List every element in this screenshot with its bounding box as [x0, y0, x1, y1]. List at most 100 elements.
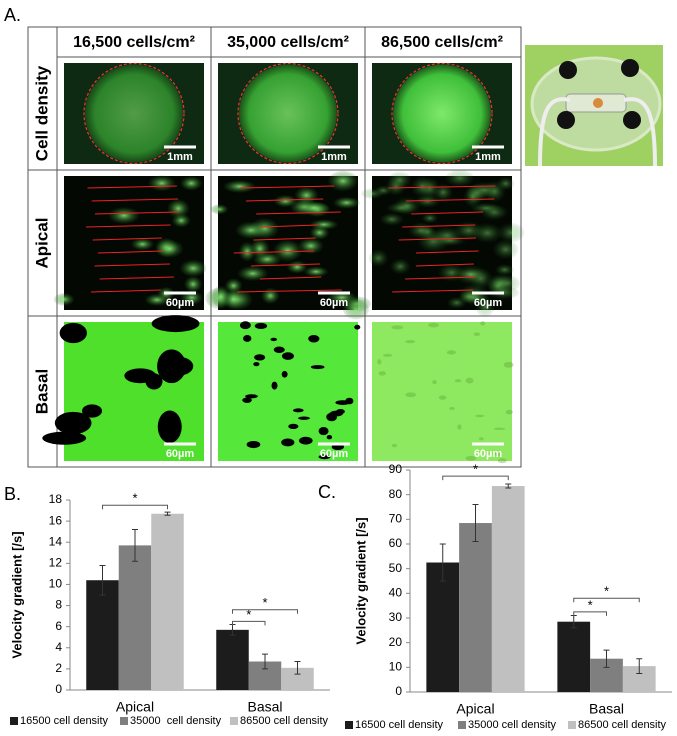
micrograph: 1mm — [64, 62, 204, 165]
gap — [273, 346, 285, 353]
panel-label: B. — [4, 484, 21, 504]
significance-label: * — [262, 595, 267, 610]
y-tick-label: 80 — [389, 487, 403, 501]
cell — [463, 186, 482, 208]
gap — [310, 365, 325, 370]
gap — [457, 424, 462, 430]
gap — [151, 315, 200, 333]
flow-arrow — [260, 224, 319, 228]
flow-arrow — [405, 198, 495, 202]
micrograph: 60µm — [218, 321, 361, 461]
cell — [368, 249, 389, 267]
gap — [335, 400, 351, 405]
image-bg — [64, 322, 204, 461]
significance-bracket — [232, 620, 266, 626]
image-bg — [218, 322, 358, 461]
legend-swatch — [10, 717, 18, 725]
error-bar — [164, 511, 171, 516]
cell-disc — [239, 64, 337, 163]
gap — [298, 436, 313, 445]
error-bar — [99, 564, 106, 596]
gap — [465, 455, 477, 461]
scale-label: 60µm — [474, 448, 503, 460]
cell — [493, 239, 519, 260]
legend-label: 35000 cell density — [468, 719, 557, 731]
gap — [505, 409, 513, 415]
legend-label: 16500 cell density — [20, 715, 109, 727]
gap — [292, 408, 304, 413]
gap — [288, 423, 299, 430]
column-header: 35,000 cells/cm² — [227, 34, 349, 51]
x-tick-label: Apical — [456, 701, 494, 717]
gap — [281, 370, 288, 378]
micrograph: 60µm — [372, 321, 514, 464]
gap — [454, 379, 462, 383]
cell — [497, 222, 525, 243]
outline — [237, 62, 339, 165]
error-bar — [294, 661, 301, 675]
scale-label: 1mm — [321, 151, 347, 163]
gap — [162, 356, 194, 376]
cell — [210, 204, 229, 215]
device-photo — [525, 45, 663, 167]
x-tick-label: Basal — [247, 699, 282, 715]
y-tick-label: 30 — [389, 610, 403, 624]
gap — [326, 435, 333, 440]
flow-arrow — [256, 211, 341, 215]
error-bar — [472, 504, 479, 543]
cell — [261, 287, 280, 304]
scale-label: 1mm — [475, 151, 501, 163]
y-tick-label: 8 — [55, 598, 62, 612]
flow-arrow — [398, 237, 477, 241]
gap — [271, 381, 278, 390]
y-tick-label: 2 — [55, 661, 62, 675]
cell — [472, 223, 503, 243]
significance-label: * — [588, 597, 593, 612]
flow-arrow — [94, 211, 180, 215]
scale-label: 60µm — [320, 448, 349, 460]
scale-label: 60µm — [320, 297, 349, 309]
significance-label: * — [604, 584, 609, 599]
gap — [281, 352, 294, 360]
significance-label: * — [473, 462, 478, 477]
panel-label: A. — [4, 5, 21, 25]
cell — [342, 298, 370, 320]
flow-arrow — [98, 250, 164, 254]
gap — [377, 359, 382, 365]
cell — [156, 239, 184, 258]
legend-swatch — [345, 721, 353, 729]
grid-frame — [27, 26, 522, 468]
column-header: 16,500 cells/cm² — [73, 34, 195, 51]
flow-arrow — [94, 263, 170, 267]
y-tick-label: 40 — [389, 586, 403, 600]
gap — [438, 395, 447, 400]
bar — [86, 580, 119, 690]
legend-swatch — [568, 721, 576, 729]
flow-arrow — [411, 211, 483, 215]
y-tick-label: 0 — [395, 684, 402, 698]
gap — [480, 321, 486, 326]
flow-arrow — [233, 250, 315, 254]
cell — [457, 268, 484, 280]
gap — [493, 427, 506, 430]
bar — [491, 486, 525, 692]
gap — [497, 458, 507, 464]
cell — [414, 194, 441, 208]
panel-label: C. — [318, 482, 336, 502]
y-tick-label: 12 — [49, 556, 63, 570]
cell — [235, 221, 266, 239]
bar — [557, 621, 591, 692]
gap — [354, 324, 361, 330]
gap — [335, 408, 345, 415]
row-header: Cell density — [32, 65, 51, 161]
cell — [180, 259, 207, 277]
gap — [432, 379, 437, 385]
scale-label: 60µm — [166, 448, 195, 460]
cell — [445, 169, 475, 187]
legend-swatch — [230, 717, 238, 725]
x-tick-label: Basal — [589, 701, 624, 717]
error-bar — [132, 529, 138, 562]
cell — [144, 293, 170, 306]
error-bar — [603, 649, 610, 668]
cell — [497, 176, 515, 191]
